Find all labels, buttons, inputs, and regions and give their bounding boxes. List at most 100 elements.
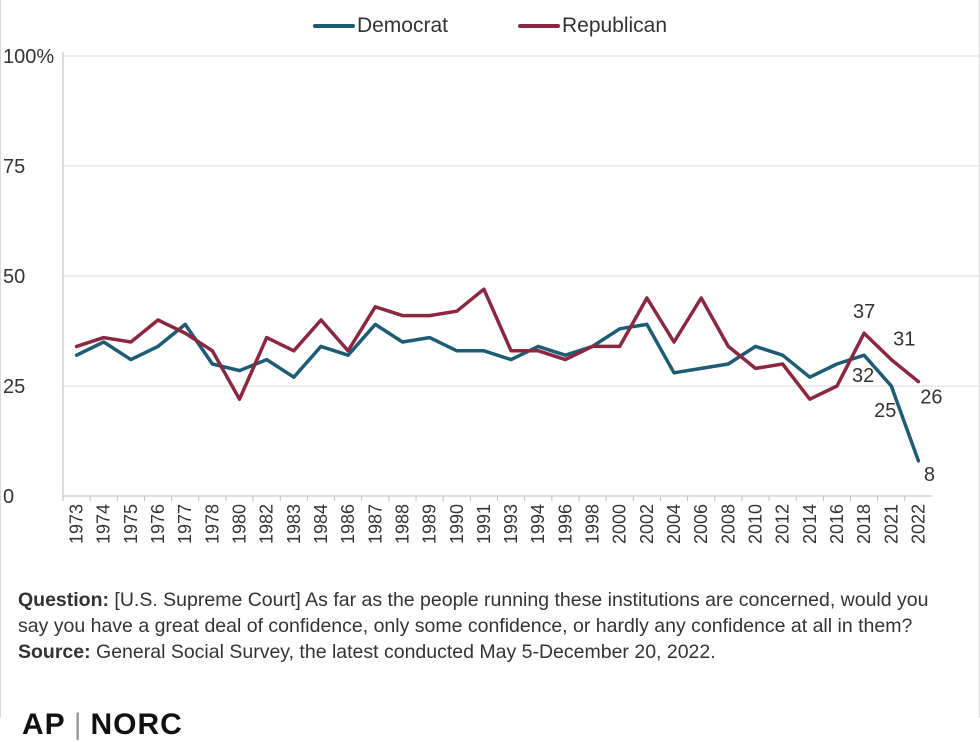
data-point-democrat	[319, 344, 323, 348]
legend-swatch-republican	[517, 24, 560, 28]
data-point-republican	[672, 340, 676, 344]
data-point-democrat	[373, 322, 377, 326]
data-point-democrat	[156, 344, 160, 348]
data-point-republican	[482, 287, 486, 291]
x-tick-label: 2014	[800, 504, 820, 544]
x-tick-label: 1998	[583, 504, 603, 544]
x-tick-label: 1989	[420, 504, 440, 544]
data-point-republican	[238, 397, 242, 401]
x-tick-label: 1984	[311, 504, 331, 544]
x-tick-label: 2006	[691, 504, 711, 544]
data-point-republican	[265, 336, 269, 340]
data-point-republican	[400, 314, 404, 318]
data-point-democrat	[129, 358, 133, 362]
data-point-republican	[618, 344, 622, 348]
data-point-republican	[563, 358, 567, 362]
x-tick-label: 1991	[474, 504, 494, 544]
x-tick-label: 2018	[854, 504, 874, 544]
data-label: 32	[852, 365, 874, 387]
data-point-republican	[645, 296, 649, 300]
x-tick-label: 1987	[365, 504, 385, 544]
x-tick-label: 2012	[773, 504, 793, 544]
legend: Democrat Republican	[0, 14, 980, 38]
ap-norc-logo: AP | NORC	[22, 708, 183, 742]
x-tick-label: 1978	[202, 504, 222, 544]
data-point-republican	[862, 331, 866, 335]
x-tick-label: 2002	[637, 504, 657, 544]
data-point-democrat	[102, 340, 106, 344]
data-point-republican	[753, 366, 757, 370]
data-point-democrat	[808, 375, 812, 379]
data-point-democrat	[346, 353, 350, 357]
x-tick-label: 1977	[175, 504, 195, 544]
x-tick-label: 1994	[528, 504, 548, 544]
logo-ap: AP	[22, 708, 66, 741]
data-point-democrat	[75, 353, 79, 357]
data-point-republican	[699, 296, 703, 300]
data-point-democrat	[509, 358, 513, 362]
source-text: General Social Survey, the latest conduc…	[90, 641, 716, 663]
data-point-democrat	[645, 322, 649, 326]
data-point-republican	[455, 309, 459, 313]
data-point-republican	[835, 384, 839, 388]
data-point-democrat	[889, 384, 893, 388]
data-point-republican	[808, 397, 812, 401]
data-point-republican	[183, 331, 187, 335]
x-tick-label: 1993	[501, 504, 521, 544]
x-tick-label: 2021	[881, 504, 901, 544]
data-point-republican	[536, 349, 540, 353]
x-tick-label: 1980	[230, 504, 250, 544]
data-point-democrat	[672, 371, 676, 375]
data-point-republican	[210, 349, 214, 353]
legend-item-democrat: Democrat	[312, 14, 448, 38]
legend-label-democrat: Democrat	[356, 14, 448, 37]
data-point-democrat	[753, 344, 757, 348]
data-point-democrat	[292, 375, 296, 379]
data-point-republican	[292, 349, 296, 353]
data-point-democrat	[563, 353, 567, 357]
x-tick-label: 2010	[745, 504, 765, 544]
x-tick-label: 1983	[284, 504, 304, 544]
data-point-democrat	[455, 349, 459, 353]
question-text: [U.S. Supreme Court] As far as the peopl…	[18, 589, 929, 637]
data-point-republican	[102, 336, 106, 340]
x-tick-label: 2004	[664, 504, 684, 544]
data-point-republican	[781, 362, 785, 366]
data-point-democrat	[699, 366, 703, 370]
data-point-democrat	[862, 353, 866, 357]
y-tick-label: 50	[3, 266, 25, 288]
source-label: Source:	[18, 641, 91, 663]
line-chart: 0 25 50 75 100% 1973 1974 1975 1976 1977 1978 1980 1…	[3, 46, 980, 544]
data-point-democrat	[400, 340, 404, 344]
data-point-republican	[591, 344, 595, 348]
legend-label-republican: Republican	[561, 14, 668, 37]
x-tick-label: 1976	[148, 504, 168, 544]
data-point-republican	[156, 318, 160, 322]
data-point-republican	[726, 344, 730, 348]
data-point-democrat	[835, 362, 839, 366]
data-label: 8	[924, 464, 935, 486]
data-point-republican	[428, 314, 432, 318]
data-point-democrat	[428, 336, 432, 340]
x-tick-label: 1996	[555, 504, 575, 544]
x-tick-label: 2016	[827, 504, 847, 544]
data-point-democrat	[482, 349, 486, 353]
x-tick-label: 1982	[257, 504, 277, 544]
legend-item-republican: Republican	[517, 14, 668, 38]
data-point-republican	[346, 349, 350, 353]
data-point-republican	[916, 380, 920, 384]
data-label: 26	[920, 387, 942, 409]
series-line-democrat	[74, 322, 921, 463]
question-label: Question:	[18, 589, 109, 611]
x-tick-label: 1974	[94, 504, 114, 544]
y-tick-label: 25	[3, 376, 25, 398]
data-point-democrat	[210, 362, 214, 366]
data-point-republican	[509, 349, 513, 353]
y-tick-label: 75	[3, 156, 25, 178]
data-point-democrat	[238, 369, 242, 373]
data-point-democrat	[265, 358, 269, 362]
data-point-democrat	[916, 459, 920, 463]
data-label: 31	[893, 329, 915, 351]
x-tick-label: 1986	[338, 504, 358, 544]
x-tick-label: 1973	[67, 504, 87, 544]
